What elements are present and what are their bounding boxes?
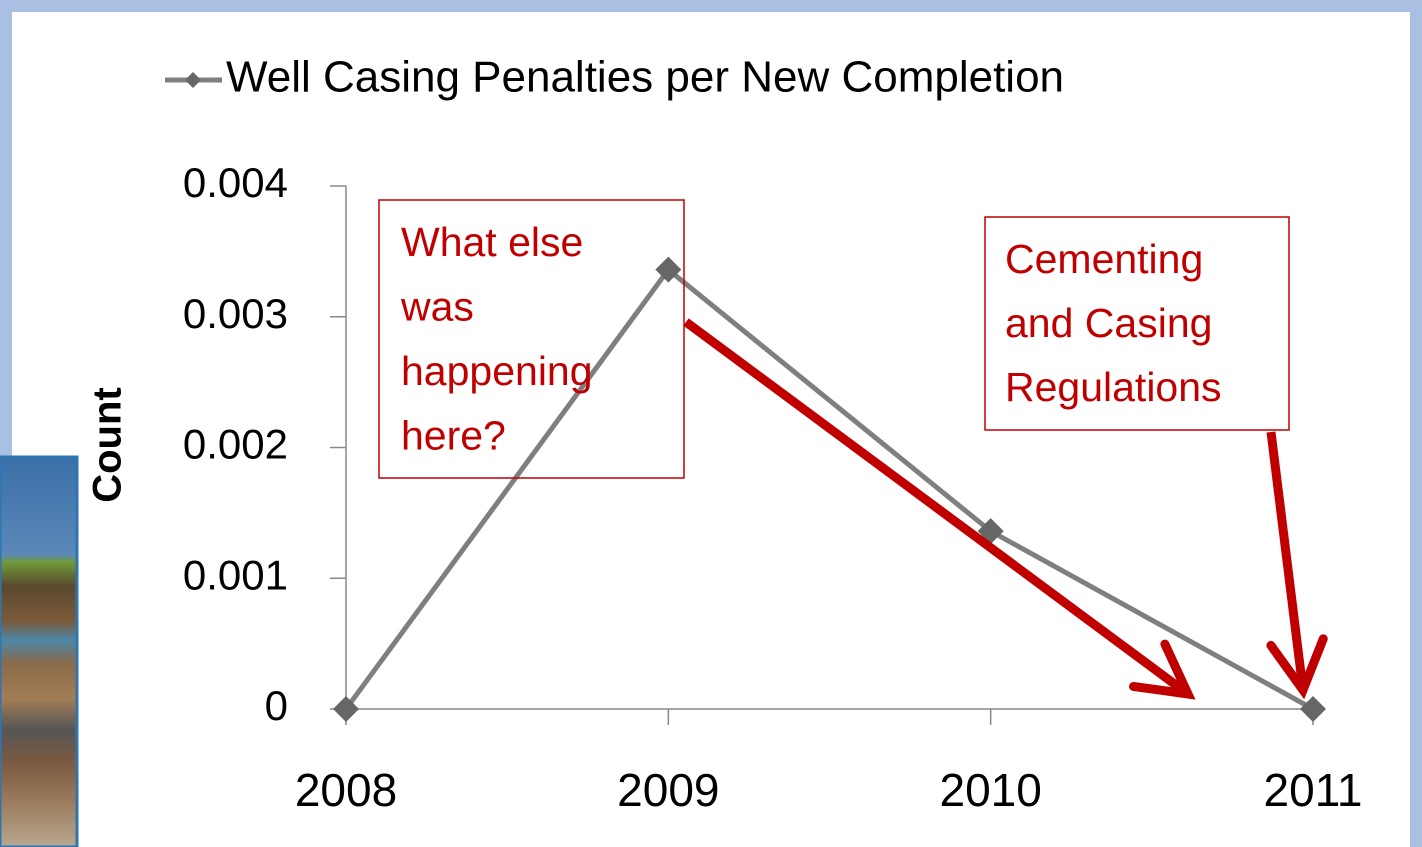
arrow-head [1129,639,1196,700]
annotation-text: here? [401,412,506,458]
data-point [655,256,682,283]
legend-label: Well Casing Penalties per New Completion [226,53,1064,102]
x-tick-label: 2008 [295,764,397,816]
annotation-text: happening [401,348,593,394]
chart: Count [86,387,130,503]
arrow-shaft [1266,431,1307,683]
annotation-text: Regulations [1005,364,1222,410]
y-tick-label: 0 [265,682,288,729]
data-point [1300,696,1326,722]
annotation-text: Cementing [1005,236,1203,282]
annotation-text: was [400,283,474,329]
annotation-box [984,216,1290,431]
data-point [333,696,359,722]
legend-marker [185,72,201,88]
y-tick-label: 0.002 [183,421,288,468]
x-tick-label: 2009 [617,764,719,816]
data-line [343,266,1315,712]
annotation-box [378,199,685,479]
y-tick-label: 0.001 [183,551,288,598]
y-tick-label: 0.003 [183,290,288,337]
y-tick-label: 0.004 [183,159,288,206]
annotation-text: and Casing [1005,300,1212,346]
geology-image [0,455,79,847]
arrow-head [1266,634,1328,700]
x-tick-label: 2010 [939,764,1041,816]
arrow-shaft [683,318,1185,693]
x-tick-label: 2011 [1264,764,1363,816]
annotation-text: What else [401,219,583,265]
y-axis-label: Count [86,387,130,503]
